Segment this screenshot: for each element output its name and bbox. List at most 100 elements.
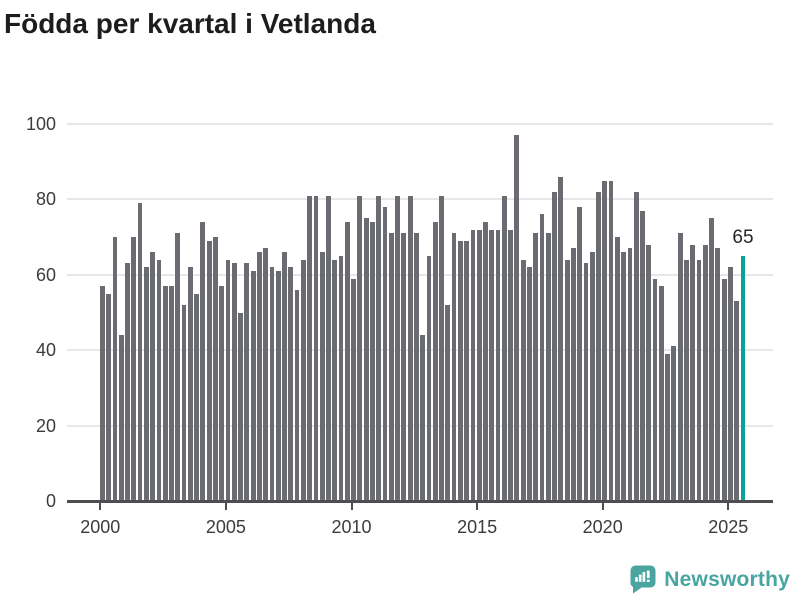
bar — [483, 222, 488, 501]
bar — [363, 218, 369, 501]
bar — [445, 304, 451, 501]
bar — [702, 244, 708, 501]
bar — [577, 206, 583, 501]
x-axis-tick-label: 2010 — [331, 517, 372, 537]
bar — [250, 271, 256, 501]
bar — [614, 237, 620, 501]
y-axis-tick-label: 0 — [45, 491, 56, 511]
bar — [652, 278, 658, 501]
bar — [514, 135, 520, 501]
bar — [640, 210, 645, 501]
bar — [596, 191, 601, 501]
bar — [156, 259, 162, 501]
bar — [219, 286, 225, 501]
bar — [608, 180, 614, 501]
bar — [257, 252, 262, 501]
bar — [194, 293, 199, 501]
bar — [338, 255, 344, 501]
bar — [414, 233, 419, 501]
bar — [332, 259, 338, 501]
bar — [382, 206, 388, 501]
chart-title: Födda per kvartal i Vetlanda — [4, 8, 376, 39]
bar — [200, 222, 206, 501]
bar — [633, 191, 639, 501]
bar — [307, 195, 313, 501]
bar — [677, 233, 683, 501]
bar — [187, 267, 193, 501]
highlighted-bar — [740, 255, 746, 501]
x-axis-line — [67, 500, 773, 503]
bar — [275, 271, 281, 501]
bar — [263, 248, 269, 501]
bar — [545, 233, 551, 501]
bar — [288, 267, 294, 501]
bar — [137, 203, 143, 501]
bar — [225, 259, 231, 501]
bar — [300, 259, 306, 501]
x-axis-tick — [601, 503, 604, 510]
bar — [495, 229, 501, 501]
bar — [489, 229, 495, 501]
bar — [671, 346, 677, 501]
y-axis-tick-label: 100 — [25, 114, 56, 134]
bar — [344, 222, 350, 501]
bar — [420, 335, 426, 501]
newsworthy-logo: Newsworthy — [629, 565, 790, 594]
bar — [213, 237, 218, 501]
y-axis-tick-label: 40 — [35, 340, 56, 361]
bar — [721, 278, 727, 501]
y-axis-tick-label: 20 — [35, 415, 56, 436]
newsworthy-badge-icon — [629, 565, 657, 594]
bar — [244, 263, 250, 501]
bar — [684, 259, 689, 501]
bar — [351, 278, 356, 501]
bar — [589, 252, 595, 501]
bar — [206, 240, 212, 501]
bar — [112, 237, 118, 501]
bar — [118, 335, 124, 501]
y-axis-tick-label: 60 — [35, 264, 56, 285]
bar — [131, 237, 137, 501]
bar — [564, 259, 570, 501]
bar — [181, 304, 187, 501]
bar — [451, 233, 457, 501]
bar — [439, 195, 444, 501]
bar — [627, 248, 633, 501]
bar — [508, 229, 513, 501]
bar — [709, 218, 714, 501]
bar — [238, 312, 243, 501]
y-gridline — [67, 424, 773, 427]
y-gridline — [67, 198, 773, 201]
bar — [326, 195, 331, 501]
bar — [370, 222, 375, 501]
bar — [357, 195, 363, 501]
newsworthy-wordmark: Newsworthy — [664, 567, 790, 591]
bar — [175, 233, 181, 501]
bar — [646, 244, 652, 501]
last-value-label: 65 — [732, 226, 754, 248]
x-axis-tick-label: 2025 — [708, 517, 749, 537]
x-axis-tick-label: 2005 — [205, 517, 246, 537]
bar — [621, 252, 627, 501]
bar — [106, 293, 112, 501]
bar — [395, 195, 400, 501]
y-gridline — [67, 349, 773, 352]
bar — [501, 195, 507, 501]
bar — [457, 240, 463, 501]
bar — [150, 252, 156, 501]
bar — [728, 267, 733, 501]
bar — [294, 289, 300, 501]
y-axis-tick-label: 80 — [35, 189, 56, 210]
bar — [319, 252, 325, 501]
y-gridline — [67, 273, 773, 276]
bar — [231, 263, 237, 501]
bar — [269, 267, 275, 501]
x-axis-tick — [350, 503, 353, 510]
bar — [143, 267, 149, 501]
x-axis-tick-label: 2020 — [582, 517, 623, 537]
x-axis-tick — [727, 503, 730, 510]
bar — [527, 267, 532, 501]
bar — [583, 263, 589, 501]
x-axis-tick-label: 2000 — [80, 517, 121, 537]
